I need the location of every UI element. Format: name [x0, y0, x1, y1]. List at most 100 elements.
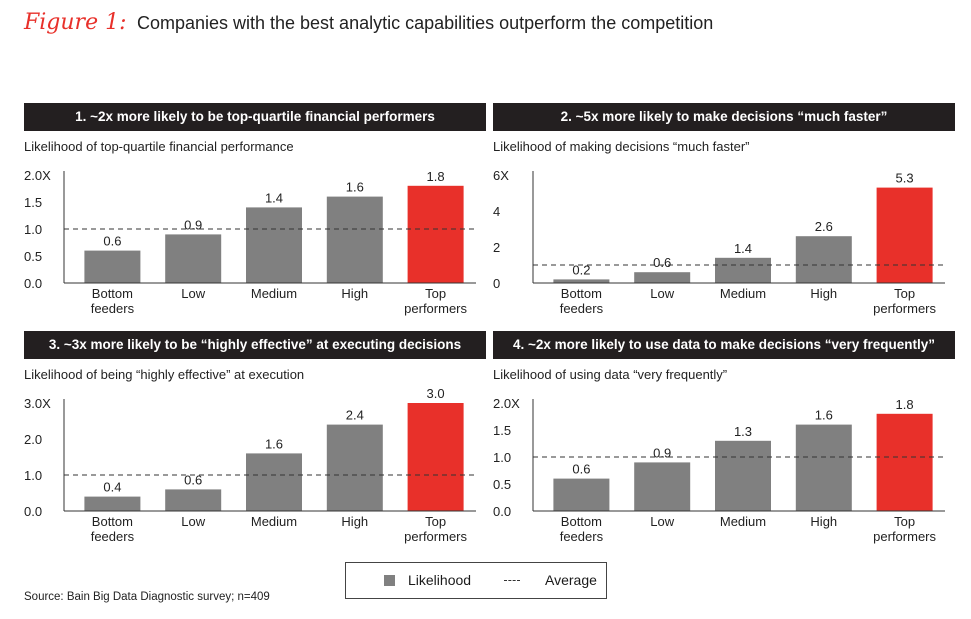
- figure-label: Figure 1:: [24, 10, 127, 35]
- y-tick-label: 1.5: [24, 195, 42, 210]
- chart-title: 2. ~5x more likely to make decisions “mu…: [493, 103, 955, 131]
- y-tick-label: 6X: [493, 168, 509, 183]
- x-tick-label: performers: [404, 301, 467, 316]
- y-tick-label: 2: [493, 240, 500, 255]
- x-tick-label: feeders: [560, 529, 604, 544]
- x-tick-label: Bottom: [92, 286, 133, 301]
- y-tick-label: 0.5: [24, 249, 42, 264]
- x-tick-label: feeders: [91, 529, 135, 544]
- bar: [876, 413, 933, 511]
- y-tick-label: 1.0: [24, 222, 42, 237]
- data-label: 2.4: [346, 408, 364, 423]
- y-tick-label: 0.5: [493, 477, 511, 492]
- x-tick-label: Bottom: [92, 514, 133, 529]
- x-tick-label: Medium: [251, 514, 297, 529]
- data-label: 0.6: [653, 255, 671, 270]
- bar: [634, 272, 691, 283]
- chart-legend: Likelihood Average: [345, 562, 607, 599]
- data-label: 1.3: [734, 424, 752, 439]
- x-tick-label: Bottom: [561, 514, 602, 529]
- chart-title: 3. ~3x more likely to be “highly effecti…: [24, 331, 486, 359]
- bar: [715, 440, 771, 511]
- chart-title: 4. ~2x more likely to use data to make d…: [493, 331, 955, 359]
- chart-panel-1: 1. ~2x more likely to be top-quartile fi…: [24, 103, 486, 328]
- chart-ylabel: Likelihood of top-quartile financial per…: [24, 139, 294, 154]
- y-tick-label: 1.5: [493, 423, 511, 438]
- x-tick-label: High: [810, 514, 837, 529]
- chart-ylabel: Likelihood of being “highly effective” a…: [24, 367, 305, 382]
- y-tick-label: 4: [493, 204, 500, 219]
- data-label: 1.8: [427, 169, 445, 184]
- legend-average-dash: [504, 580, 520, 581]
- x-tick-label: High: [810, 286, 837, 301]
- data-label: 1.6: [815, 408, 833, 423]
- x-tick-label: Low: [181, 286, 205, 301]
- bar: [407, 403, 464, 511]
- x-tick-label: Top: [425, 514, 446, 529]
- bar: [876, 187, 933, 283]
- bar: [165, 234, 222, 283]
- data-label: 0.6: [572, 462, 590, 477]
- x-tick-label: Top: [425, 286, 446, 301]
- data-label: 0.6: [184, 472, 202, 487]
- source-note: Source: Bain Big Data Diagnostic survey;…: [24, 591, 270, 603]
- figure-heading: Companies with the best analytic capabil…: [136, 13, 714, 33]
- data-label: 1.6: [265, 436, 283, 451]
- data-label: 0.6: [103, 234, 121, 249]
- x-tick-label: Top: [894, 514, 915, 529]
- data-label: 1.4: [265, 190, 283, 205]
- y-tick-label: 2.0X: [24, 168, 51, 183]
- x-tick-label: High: [341, 286, 368, 301]
- x-tick-label: Low: [650, 286, 674, 301]
- bar: [246, 453, 302, 511]
- legend-average-label: Average: [545, 572, 597, 588]
- chart-ylabel: Likelihood of making decisions “much fas…: [493, 139, 750, 154]
- bar: [715, 257, 771, 283]
- data-label: 2.6: [815, 219, 833, 234]
- x-tick-label: Low: [181, 514, 205, 529]
- data-label: 0.9: [653, 445, 671, 460]
- y-tick-label: 1.0: [24, 468, 42, 483]
- x-tick-label: High: [341, 514, 368, 529]
- data-label: 3.0: [427, 389, 445, 401]
- x-tick-label: Top: [894, 286, 915, 301]
- chart-panel-4: 4. ~2x more likely to use data to make d…: [493, 331, 955, 556]
- legend-likelihood-swatch: [384, 575, 395, 586]
- x-tick-label: performers: [404, 529, 467, 544]
- y-tick-label: 0.0: [24, 504, 42, 519]
- data-label: 1.4: [734, 241, 752, 256]
- x-tick-label: Medium: [720, 286, 766, 301]
- bar: [634, 462, 691, 511]
- bar: [326, 424, 383, 511]
- bar: [84, 496, 141, 511]
- y-tick-label: 0.0: [493, 504, 511, 519]
- chart-ylabel: Likelihood of using data “very frequentl…: [493, 367, 728, 382]
- bar: [795, 424, 852, 511]
- y-tick-label: 0.0: [24, 276, 42, 291]
- y-tick-label: 2.0X: [493, 396, 520, 411]
- x-tick-label: Medium: [720, 514, 766, 529]
- bar: [165, 489, 222, 511]
- bar: [553, 279, 610, 283]
- data-label: 0.4: [103, 480, 121, 495]
- bar: [795, 236, 852, 283]
- x-tick-label: performers: [873, 529, 936, 544]
- chart-panel-3: 3. ~3x more likely to be “highly effecti…: [24, 331, 486, 556]
- x-tick-label: Bottom: [561, 286, 602, 301]
- y-tick-label: 1.0: [493, 450, 511, 465]
- x-tick-label: Low: [650, 514, 674, 529]
- x-tick-label: performers: [873, 301, 936, 316]
- x-tick-label: feeders: [560, 301, 604, 316]
- chart-panel-2: 2. ~5x more likely to make decisions “mu…: [493, 103, 955, 328]
- bar: [84, 250, 141, 283]
- chart-title: 1. ~2x more likely to be top-quartile fi…: [24, 103, 486, 131]
- bar: [407, 185, 464, 283]
- legend-likelihood-label: Likelihood: [408, 572, 472, 588]
- data-label: 1.6: [346, 180, 364, 195]
- x-tick-label: feeders: [91, 301, 135, 316]
- bar: [326, 196, 383, 283]
- bar: [246, 207, 302, 283]
